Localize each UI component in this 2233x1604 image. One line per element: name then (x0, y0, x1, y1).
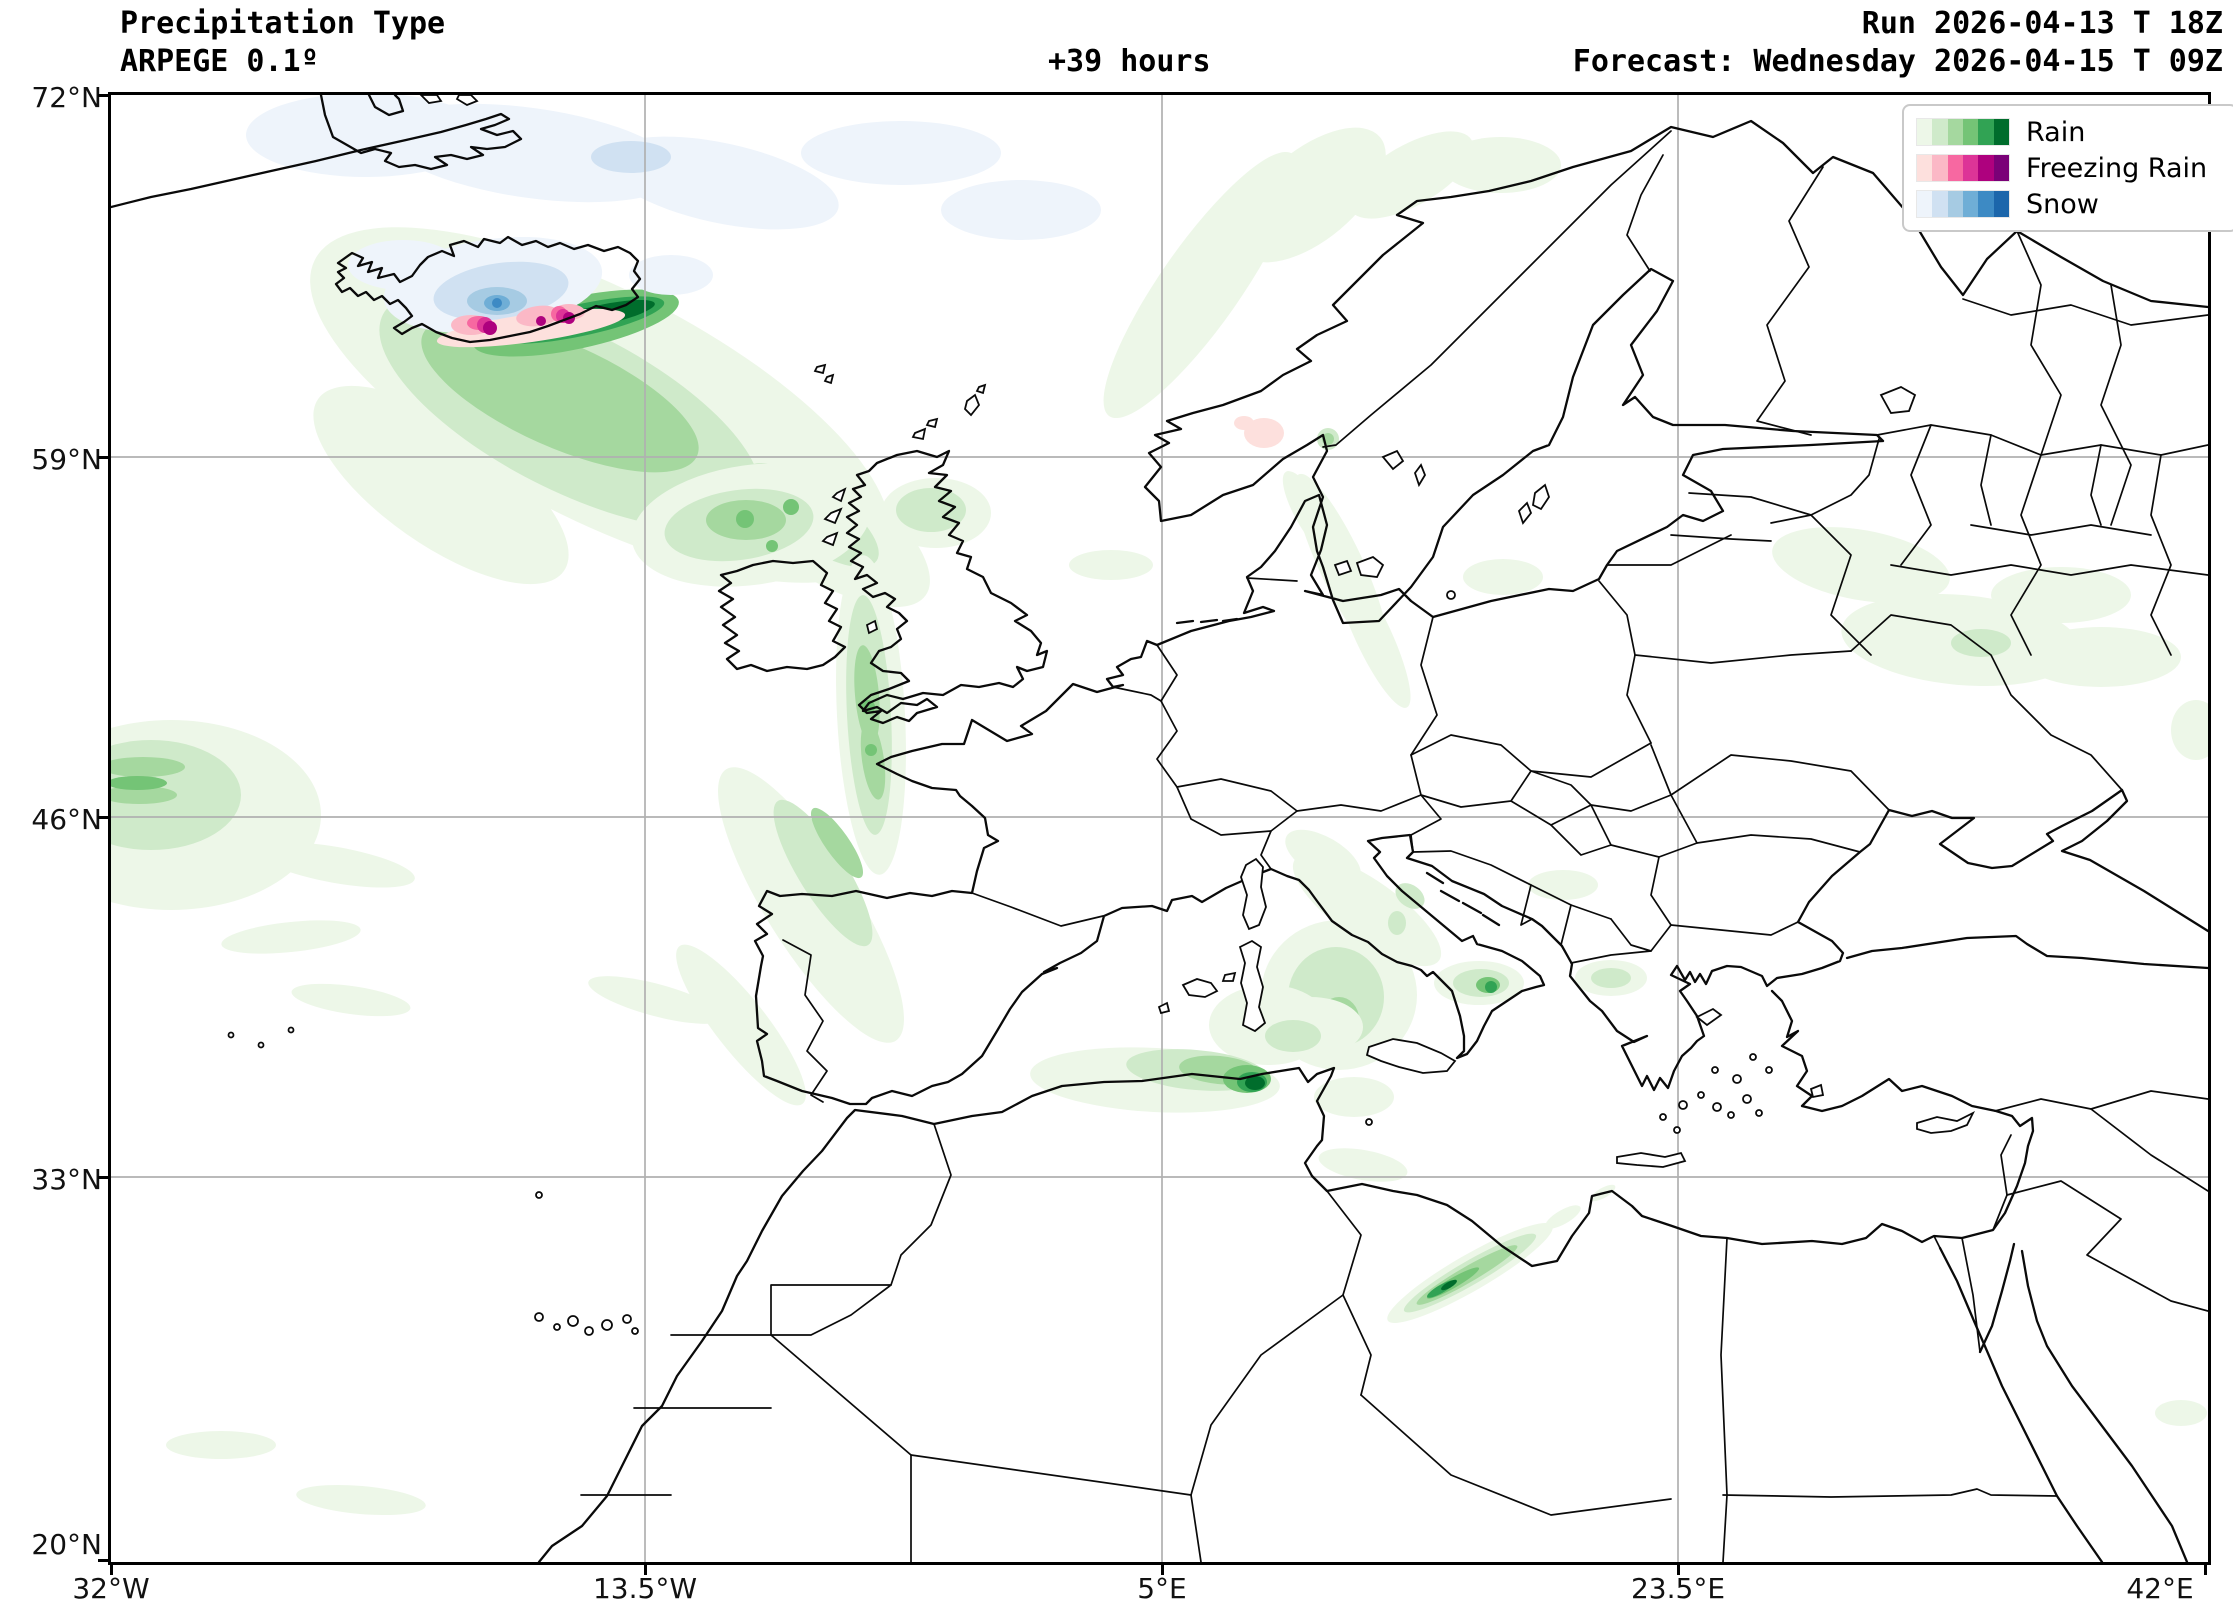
lat-tick-33n: 33°N (31, 1163, 102, 1196)
lat-tick-59n: 59°N (31, 443, 102, 476)
coastlines (111, 95, 2208, 1562)
map-canvas (111, 95, 2208, 1562)
islands (227, 363, 1976, 1336)
country-borders (580, 130, 2208, 1562)
lat-tickmark (98, 1559, 108, 1562)
lon-tick-235e: 23.5°E (1630, 1572, 1726, 1604)
lon-tick-135w: 13.5°W (592, 1572, 698, 1604)
lat-tickmark (98, 94, 108, 97)
graticule (111, 95, 2208, 1562)
freezing-rain-color-swatch (1916, 154, 2010, 182)
legend: Rain Freezing Rain Snow (1902, 104, 2233, 232)
lon-tickmark (110, 1565, 113, 1575)
lon-tickmark (644, 1565, 647, 1575)
lon-tick-42e: 42°E (2126, 1572, 2194, 1604)
legend-label-rain: Rain (2026, 116, 2086, 148)
legend-row-freezing-rain: Freezing Rain (1916, 150, 2224, 186)
page-title: Precipitation Type (120, 6, 446, 41)
forecast-map (108, 92, 2211, 1565)
lat-tick-20n: 20°N (31, 1528, 102, 1561)
lat-tick-72n: 72°N (31, 81, 102, 114)
run-timestamp: Run 2026-04-13 T 18Z (1861, 6, 2223, 41)
lat-tickmark (98, 456, 108, 459)
legend-row-snow: Snow (1916, 186, 2224, 222)
rain-shading-layer (111, 127, 2208, 1516)
lon-tickmark (1677, 1565, 1680, 1575)
model-subtitle: ARPEGE 0.1º (120, 44, 319, 79)
lat-tickmark (98, 816, 108, 819)
lon-tick-32w: 32°W (72, 1572, 150, 1604)
legend-label-snow: Snow (2026, 188, 2099, 220)
snow-color-swatch (1916, 190, 2010, 218)
forecast-timestamp: Forecast: Wednesday 2026-04-15 T 09Z (1572, 44, 2223, 79)
lat-tickmark (98, 1176, 108, 1179)
rain-color-swatch (1916, 118, 2010, 146)
lon-tick-5e: 5°E (1137, 1572, 1187, 1604)
freezing-rain-shading-layer (436, 304, 1284, 448)
lat-tick-46n: 46°N (31, 803, 102, 836)
lead-time: +39 hours (1048, 44, 1211, 79)
lon-tickmark (2204, 1565, 2207, 1575)
legend-row-rain: Rain (1916, 114, 2224, 150)
legend-label-freezing-rain: Freezing Rain (2026, 152, 2208, 184)
lon-tickmark (1161, 1565, 1164, 1575)
